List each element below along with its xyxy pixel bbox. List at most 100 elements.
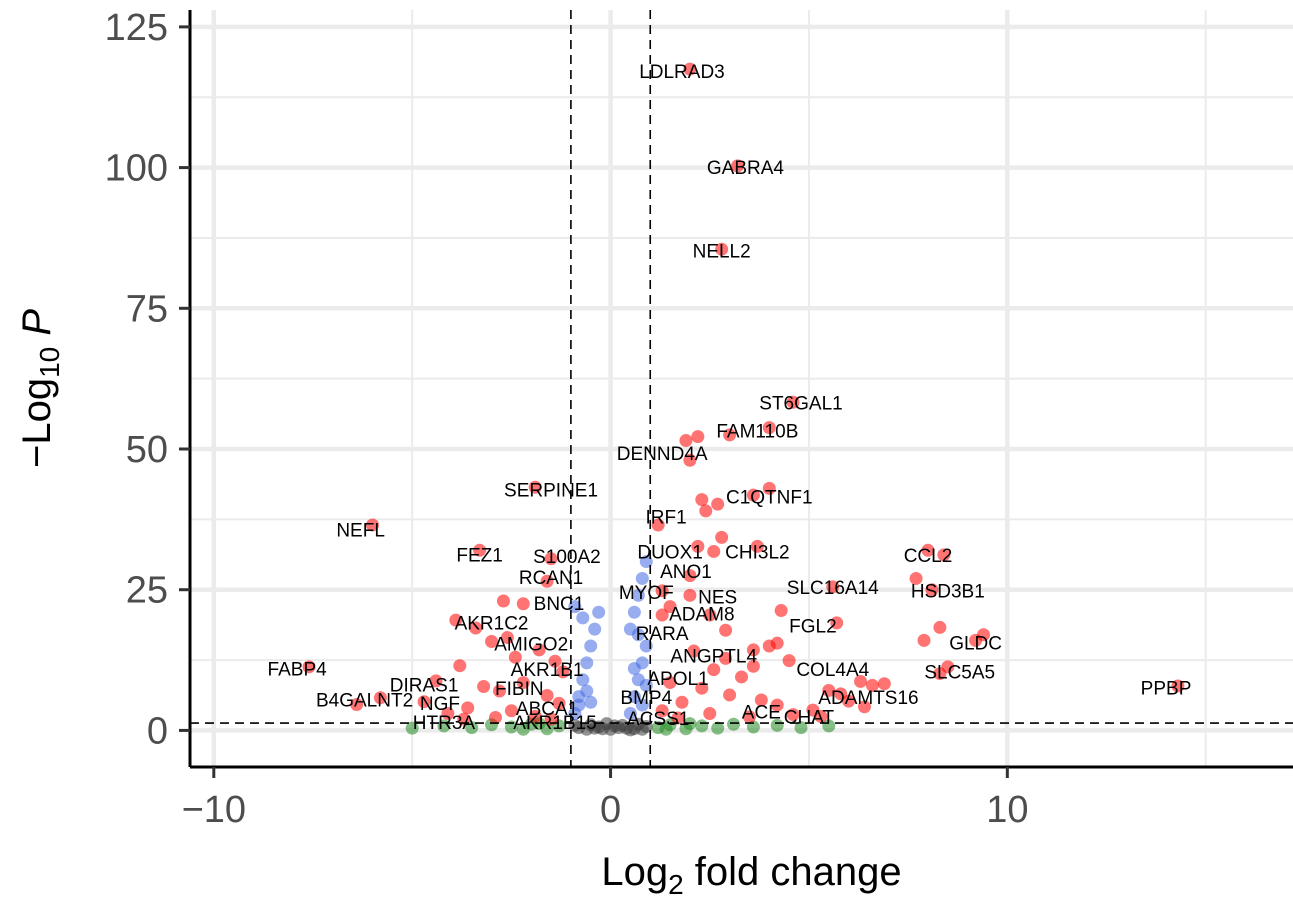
point-ns bbox=[635, 722, 649, 736]
point-significant bbox=[532, 643, 546, 657]
point-significant bbox=[933, 620, 947, 634]
point-significant bbox=[683, 588, 697, 602]
point-p-only bbox=[584, 639, 598, 653]
point-significant bbox=[909, 571, 923, 585]
point-ns bbox=[600, 717, 614, 731]
point-significant bbox=[544, 552, 558, 566]
point-significant bbox=[429, 674, 443, 688]
gene-label: FGL2 bbox=[789, 617, 837, 638]
point-significant bbox=[373, 691, 387, 705]
point-log2fc-only bbox=[695, 719, 709, 733]
point-log2fc-only bbox=[711, 721, 725, 735]
gene-label: S100A2 bbox=[533, 547, 601, 568]
gene-label: PPBP bbox=[1141, 679, 1192, 700]
gene-label: HSD3B1 bbox=[911, 581, 985, 602]
point-significant bbox=[719, 651, 733, 665]
gene-label: RARA bbox=[636, 624, 689, 645]
point-significant bbox=[786, 395, 800, 409]
point-significant bbox=[822, 683, 836, 697]
point-log2fc-only bbox=[465, 721, 479, 735]
y-tick-label: 125 bbox=[105, 7, 168, 49]
point-significant bbox=[683, 453, 697, 467]
gene-label: CCL2 bbox=[904, 546, 953, 567]
point-log2fc-only bbox=[727, 717, 741, 731]
point-significant bbox=[762, 481, 776, 495]
point-significant bbox=[969, 633, 983, 647]
gene-label: NES bbox=[698, 587, 737, 608]
point-significant bbox=[814, 709, 828, 723]
point-significant bbox=[477, 680, 491, 694]
gene-label: SERPINE1 bbox=[504, 481, 598, 502]
point-significant bbox=[679, 434, 693, 448]
point-log2fc-only bbox=[794, 721, 808, 735]
point-p-only bbox=[588, 622, 602, 636]
point-significant bbox=[770, 698, 784, 712]
point-significant bbox=[671, 711, 685, 725]
point-significant bbox=[695, 493, 709, 507]
point-significant bbox=[469, 621, 483, 635]
point-significant bbox=[691, 430, 705, 444]
point-significant bbox=[746, 659, 760, 673]
point-p-only bbox=[580, 684, 594, 698]
point-significant bbox=[877, 677, 891, 691]
point-significant bbox=[1171, 679, 1185, 693]
gene-label: ST6GAL1 bbox=[759, 393, 842, 414]
point-significant bbox=[302, 660, 316, 674]
point-significant bbox=[762, 639, 776, 653]
point-significant bbox=[774, 604, 788, 618]
point-significant bbox=[496, 594, 510, 608]
point-significant bbox=[723, 428, 737, 442]
point-significant bbox=[417, 695, 431, 709]
gene-label: LDLRAD3 bbox=[639, 62, 725, 83]
gene-label: GLDC bbox=[949, 634, 1002, 655]
gene-label: ACSS1 bbox=[627, 709, 689, 730]
point-p-only bbox=[576, 611, 590, 625]
point-log2fc-only bbox=[516, 722, 530, 736]
axis-titles: Log2 fold change −Log10 P bbox=[15, 309, 902, 900]
gene-label: CHAT bbox=[784, 707, 835, 728]
point-significant bbox=[540, 574, 554, 588]
point-significant bbox=[754, 693, 768, 707]
point-significant bbox=[723, 688, 737, 702]
point-ns bbox=[588, 721, 602, 735]
gene-label: HTR3A bbox=[413, 713, 476, 734]
gene-label: NELL2 bbox=[693, 241, 751, 262]
point-p-only bbox=[627, 690, 641, 704]
point-p-only bbox=[623, 707, 637, 721]
gene-label: AMIGO2 bbox=[494, 635, 568, 656]
point-p-only bbox=[584, 695, 598, 709]
point-ns bbox=[612, 721, 626, 735]
point-significant bbox=[826, 580, 840, 594]
point-significant bbox=[691, 539, 705, 553]
x-tick-label: −10 bbox=[182, 789, 246, 831]
gene-label: APOL1 bbox=[647, 669, 708, 690]
gene-label: BMP4 bbox=[620, 688, 672, 709]
point-significant bbox=[350, 698, 364, 712]
gene-label: AKR1C2 bbox=[455, 613, 529, 634]
point-ns bbox=[623, 723, 637, 737]
x-tick-label: 10 bbox=[986, 789, 1028, 831]
grid-lines bbox=[190, 10, 1293, 767]
gene-label: CHI3L2 bbox=[725, 542, 789, 563]
point-significant bbox=[516, 597, 530, 611]
gene-label: FAM110B bbox=[716, 421, 798, 442]
point-significant bbox=[865, 678, 879, 692]
axes bbox=[179, 10, 1293, 778]
point-significant bbox=[746, 488, 760, 502]
point-significant bbox=[921, 543, 935, 557]
point-significant bbox=[449, 613, 463, 627]
point-significant bbox=[528, 709, 542, 723]
point-log2fc-only bbox=[659, 722, 673, 736]
gene-label: SLC16A14 bbox=[787, 578, 879, 599]
gene-label: ACE bbox=[742, 702, 781, 723]
point-significant bbox=[933, 667, 947, 681]
point-significant bbox=[707, 544, 721, 558]
point-significant bbox=[655, 584, 669, 598]
gene-label: ADAMTS16 bbox=[818, 688, 918, 709]
point-significant bbox=[917, 633, 931, 647]
point-p-only bbox=[576, 673, 590, 687]
y-tick-label: 100 bbox=[105, 148, 168, 190]
point-significant bbox=[489, 710, 503, 724]
point-significant bbox=[830, 616, 844, 630]
